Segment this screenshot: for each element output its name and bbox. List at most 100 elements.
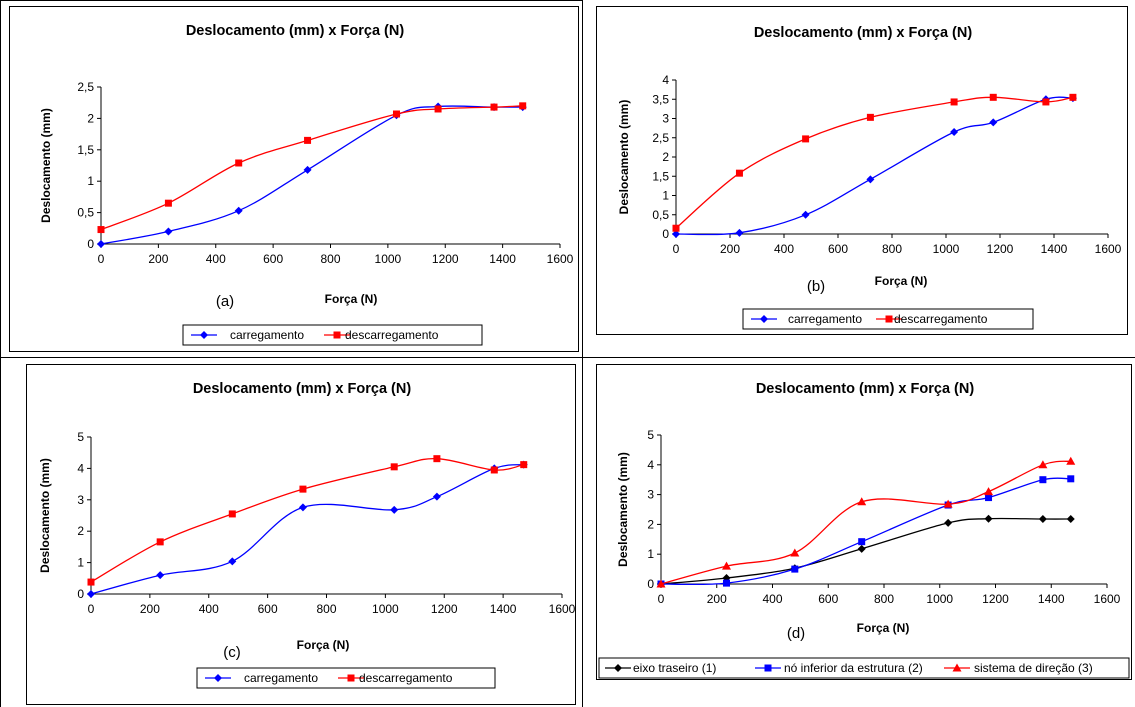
x-tick-label: 400 bbox=[762, 592, 782, 606]
data-point bbox=[228, 510, 236, 518]
y-tick-label: 2,5 bbox=[652, 131, 669, 145]
data-point bbox=[519, 102, 527, 110]
y-tick-label: 4 bbox=[647, 458, 654, 472]
data-point bbox=[87, 578, 95, 586]
data-point bbox=[984, 514, 993, 523]
panel-label: (a) bbox=[216, 293, 234, 310]
y-axis-title: Deslocamento (mm) bbox=[617, 100, 631, 215]
legend-marker bbox=[760, 315, 768, 323]
legend-label: nó inferior da estrutura (2) bbox=[784, 661, 923, 675]
x-tick-label: 800 bbox=[874, 592, 894, 606]
series-2 bbox=[97, 102, 527, 234]
y-tick-label: 1,5 bbox=[652, 169, 669, 183]
x-tick-label: 1400 bbox=[1038, 592, 1065, 606]
chart-title: Deslocamento (mm) x Força (N) bbox=[754, 25, 973, 41]
data-point bbox=[234, 206, 243, 215]
y-tick-label: 2 bbox=[87, 111, 94, 125]
data-point bbox=[950, 98, 958, 106]
y-tick-label: 4 bbox=[662, 73, 669, 87]
series-line bbox=[90, 458, 524, 583]
frame-middle-divider bbox=[582, 0, 583, 707]
data-point bbox=[801, 210, 810, 219]
data-point bbox=[790, 548, 800, 557]
x-tick-label: 1000 bbox=[933, 242, 960, 256]
x-tick-label: 800 bbox=[316, 602, 336, 616]
legend-marker bbox=[200, 331, 208, 339]
x-tick-label: 600 bbox=[258, 602, 278, 616]
data-point bbox=[735, 169, 743, 177]
y-axis-title: Deslocamento (mm) bbox=[616, 452, 630, 567]
data-point bbox=[390, 463, 398, 471]
x-tick-label: 1000 bbox=[926, 592, 953, 606]
data-point bbox=[164, 227, 173, 236]
y-tick-label: 0 bbox=[647, 577, 654, 591]
y-tick-label: 3 bbox=[647, 488, 654, 502]
series-1 bbox=[97, 102, 527, 248]
data-point bbox=[857, 544, 866, 553]
chart-title: Deslocamento (mm) x Força (N) bbox=[186, 23, 405, 39]
y-tick-label: 5 bbox=[647, 428, 654, 442]
data-point bbox=[943, 499, 953, 508]
legend: carregamento descarregamento bbox=[742, 308, 1034, 330]
x-tick-label: 1600 bbox=[547, 252, 574, 266]
x-tick-label: 400 bbox=[206, 252, 226, 266]
x-tick-label: 800 bbox=[882, 242, 902, 256]
legend-box bbox=[598, 657, 1130, 679]
series-line bbox=[660, 460, 1071, 585]
data-point bbox=[656, 579, 666, 588]
y-tick-label: 2,5 bbox=[77, 80, 94, 94]
x-tick-label: 1200 bbox=[982, 592, 1009, 606]
x-tick-label: 1000 bbox=[375, 252, 402, 266]
y-tick-label: 2 bbox=[647, 517, 654, 531]
data-point bbox=[791, 565, 799, 573]
y-tick-label: 1 bbox=[77, 556, 84, 570]
legend-label: descarregamento bbox=[359, 671, 453, 685]
data-point bbox=[87, 590, 95, 598]
y-tick-label: 1 bbox=[662, 189, 669, 203]
data-point bbox=[989, 93, 997, 101]
frame-left bbox=[0, 0, 1, 707]
x-tick-label: 0 bbox=[98, 252, 105, 266]
data-point bbox=[944, 518, 953, 527]
x-tick-label: 600 bbox=[828, 242, 848, 256]
series-line bbox=[675, 96, 1074, 229]
data-point bbox=[97, 240, 105, 248]
data-point bbox=[1038, 515, 1047, 524]
legend-label: carregamento bbox=[230, 328, 304, 342]
x-tick-label: 0 bbox=[673, 242, 680, 256]
y-tick-label: 2 bbox=[662, 150, 669, 164]
series-line bbox=[100, 105, 523, 231]
x-axis-title: Força (N) bbox=[875, 274, 928, 288]
x-tick-label: 600 bbox=[818, 592, 838, 606]
chart-svg: Deslocamento (mm) x Força (N) 0 0,5 1 1,5 2 2,… bbox=[617, 25, 1122, 330]
data-point bbox=[392, 110, 400, 118]
y-tick-label: 2 bbox=[77, 524, 84, 538]
legend: carregamento descarregamento bbox=[196, 667, 496, 689]
chart-svg: Deslocamento (mm) x Força (N) 0 0,5 1 1,5 2 2,… bbox=[39, 23, 574, 346]
data-point bbox=[989, 118, 998, 127]
y-tick-label: 3,5 bbox=[652, 92, 669, 106]
data-point bbox=[857, 497, 867, 506]
chart-title: Deslocamento (mm) x Força (N) bbox=[193, 381, 412, 397]
data-point bbox=[1069, 93, 1077, 101]
y-axis-title: Deslocamento (mm) bbox=[38, 458, 52, 573]
x-tick-label: 400 bbox=[199, 602, 219, 616]
y-tick-label: 0 bbox=[77, 587, 84, 601]
series-line bbox=[660, 517, 1071, 585]
data-point bbox=[1066, 515, 1075, 524]
data-point bbox=[802, 135, 810, 143]
series-line bbox=[100, 105, 523, 245]
data-point bbox=[164, 199, 172, 207]
legend-marker bbox=[952, 663, 962, 672]
x-tick-label: 1200 bbox=[987, 242, 1014, 256]
x-tick-label: 800 bbox=[320, 252, 340, 266]
data-point bbox=[97, 226, 105, 234]
chart-title: Deslocamento (mm) x Força (N) bbox=[756, 381, 975, 397]
data-point bbox=[156, 538, 164, 546]
legend-label: eixo traseiro (1) bbox=[633, 661, 716, 675]
chart-panel-d: Deslocamento (mm) x Força (N) 0 1 2 3 4 5 0 200 4… bbox=[596, 364, 1132, 680]
x-tick-label: 1600 bbox=[1094, 592, 1121, 606]
data-point bbox=[985, 494, 993, 502]
data-point bbox=[490, 103, 498, 111]
chart-svg: Deslocamento (mm) x Força (N) 0 1 2 3 4 5 0 200 4… bbox=[598, 381, 1130, 679]
